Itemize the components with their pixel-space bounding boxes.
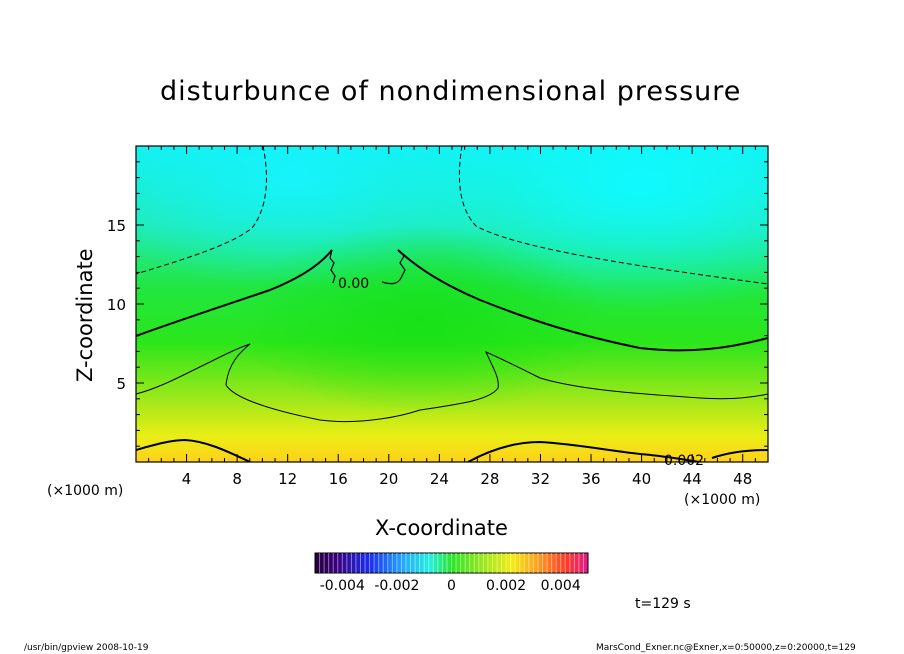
x-tick-label: 24: [430, 470, 449, 488]
colorbar: [314, 552, 589, 574]
shaded-field: [136, 146, 768, 462]
y-axis-label: Z-coordinate: [73, 248, 97, 382]
axis-ticks: [135, 145, 769, 463]
x-tick-label: 28: [480, 470, 499, 488]
contour-bottom-left: [136, 438, 251, 462]
contour-label-zero: 0.00: [338, 276, 369, 292]
x-unit-label-left: (×1000 m): [47, 483, 124, 499]
contour-dashed-right: [458, 146, 768, 285]
time-label: t=129 s: [635, 596, 691, 612]
colorbar-tick-label: -0.002: [374, 578, 419, 594]
x-tick-label: 4: [182, 470, 192, 488]
contour-label-0002: 0.002: [664, 453, 704, 469]
y-tick-label: 15: [107, 217, 126, 235]
chart-title: disturbunce of nondimensional pressure: [160, 76, 742, 107]
x-unit-label-right: (×1000 m): [684, 492, 761, 508]
footer-right: MarsCond_Exner.nc@Exner,x=0:50000,z=0:20…: [596, 643, 856, 653]
contour-zero-left: [136, 249, 333, 337]
y-tick-label: 5: [116, 375, 126, 393]
contour-zero-notch-left: [329, 249, 336, 284]
contour-bottom-right: [467, 440, 768, 462]
contour-thin-left: [136, 343, 768, 423]
x-tick-label: 32: [531, 470, 550, 488]
x-tick-label: 16: [329, 470, 348, 488]
contour-zero-right: [397, 249, 768, 352]
x-tick-label: 8: [232, 470, 242, 488]
colorbar-tick-label: 0.004: [541, 578, 581, 594]
contour-dashed-left: [136, 146, 267, 275]
y-tick-labels: 5 10 15: [107, 217, 126, 393]
colorbar-stripes: [319, 553, 584, 573]
x-tick-label: 12: [278, 470, 297, 488]
colorbar-tick-label: 0: [447, 578, 456, 594]
x-tick-label: 48: [733, 470, 752, 488]
footer-left: /usr/bin/gpview 2008-10-19: [24, 643, 149, 653]
x-tick-label: 40: [632, 470, 651, 488]
x-tick-label: 20: [379, 470, 398, 488]
x-axis-label: X-coordinate: [375, 516, 508, 540]
x-tick-label: 36: [581, 470, 600, 488]
y-tick-label: 10: [107, 296, 126, 314]
colorbar-tick-label: -0.004: [320, 578, 365, 594]
x-tick-labels: 4 8 12 16 20 24 28 32 36 40 44 48: [182, 470, 752, 488]
contour-lines: [136, 146, 768, 462]
colorbar-tick-label: 0.002: [486, 578, 526, 594]
colorbar-labels: -0.004 -0.002 0 0.002 0.004: [320, 578, 581, 594]
contour-zero-notch-right: [381, 249, 406, 285]
x-tick-label: 44: [683, 470, 702, 488]
